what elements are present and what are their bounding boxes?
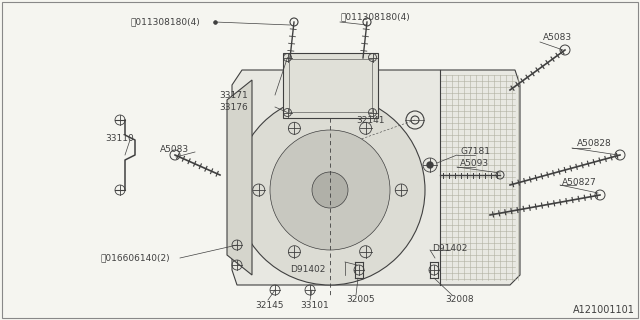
Text: A5083: A5083 (160, 145, 189, 154)
Circle shape (312, 172, 348, 208)
Text: A50827: A50827 (562, 178, 596, 187)
Text: 32005: 32005 (346, 295, 374, 305)
Text: Ⓑ016606140(2): Ⓑ016606140(2) (100, 253, 170, 262)
Text: D91402: D91402 (432, 244, 467, 252)
Bar (289, 59, 371, 111)
Text: D91402: D91402 (290, 266, 325, 275)
Bar (282, 52, 378, 117)
Text: 32141: 32141 (356, 116, 385, 124)
Circle shape (427, 162, 433, 168)
Text: 33171: 33171 (220, 91, 248, 100)
Circle shape (235, 95, 425, 285)
Text: G7181: G7181 (460, 147, 490, 156)
Text: 32008: 32008 (445, 295, 474, 305)
Text: Ⓑ011308180(4): Ⓑ011308180(4) (130, 18, 200, 27)
Text: A121001101: A121001101 (573, 305, 635, 315)
Circle shape (270, 130, 390, 250)
Text: 32145: 32145 (255, 300, 284, 309)
Text: A50828: A50828 (577, 139, 612, 148)
Polygon shape (232, 70, 520, 285)
Text: 33176: 33176 (220, 102, 248, 111)
Text: A5083: A5083 (543, 33, 572, 42)
Polygon shape (227, 80, 252, 275)
Text: 33110: 33110 (105, 133, 134, 142)
Text: Ⓑ011308180(4): Ⓑ011308180(4) (340, 12, 410, 21)
Text: 33101: 33101 (300, 300, 329, 309)
Text: A5093: A5093 (460, 158, 489, 167)
